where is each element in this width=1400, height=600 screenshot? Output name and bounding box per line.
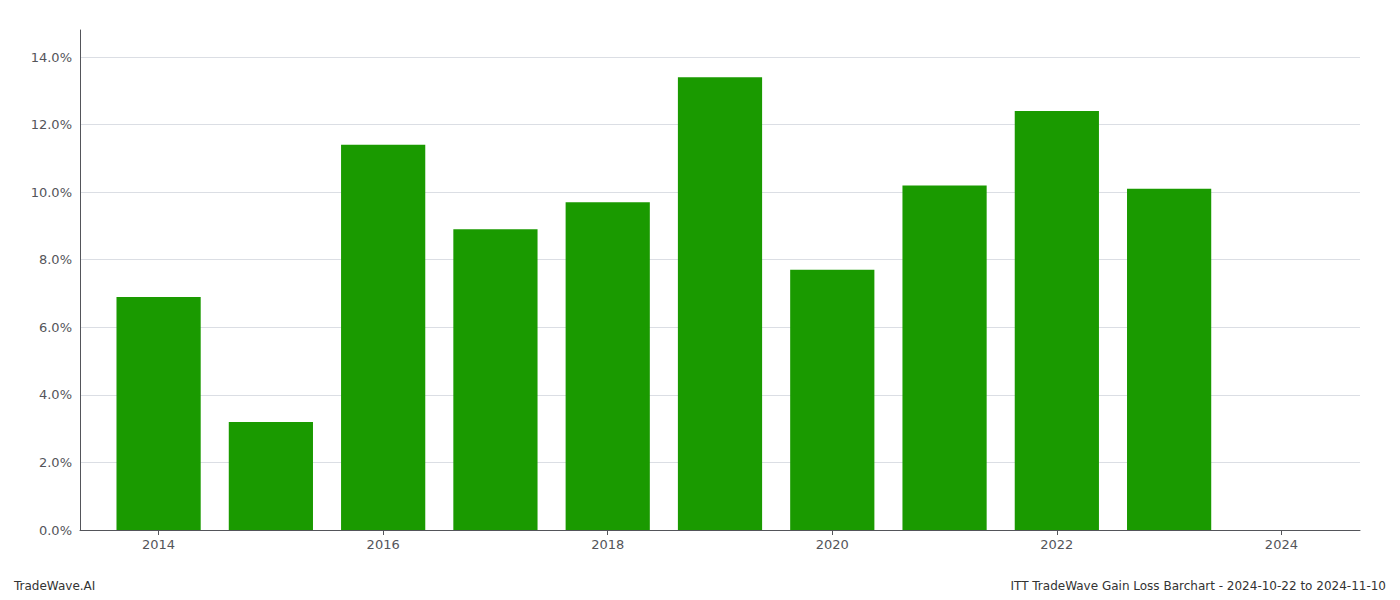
svg-text:2018: 2018 bbox=[591, 537, 624, 552]
svg-text:6.0%: 6.0% bbox=[39, 320, 72, 335]
svg-text:2024: 2024 bbox=[1265, 537, 1298, 552]
svg-text:2014: 2014 bbox=[142, 537, 175, 552]
svg-text:14.0%: 14.0% bbox=[31, 50, 72, 65]
svg-text:10.0%: 10.0% bbox=[31, 185, 72, 200]
svg-text:2020: 2020 bbox=[816, 537, 849, 552]
svg-text:4.0%: 4.0% bbox=[39, 387, 72, 402]
svg-text:2022: 2022 bbox=[1040, 537, 1073, 552]
svg-text:TradeWave.AI: TradeWave.AI bbox=[13, 579, 95, 593]
svg-text:ITT TradeWave Gain Loss Barcha: ITT TradeWave Gain Loss Barchart - 2024-… bbox=[1010, 579, 1386, 593]
svg-text:2016: 2016 bbox=[367, 537, 400, 552]
svg-text:0.0%: 0.0% bbox=[39, 523, 72, 538]
svg-text:8.0%: 8.0% bbox=[39, 252, 72, 267]
svg-text:2.0%: 2.0% bbox=[39, 455, 72, 470]
svg-text:12.0%: 12.0% bbox=[31, 117, 72, 132]
